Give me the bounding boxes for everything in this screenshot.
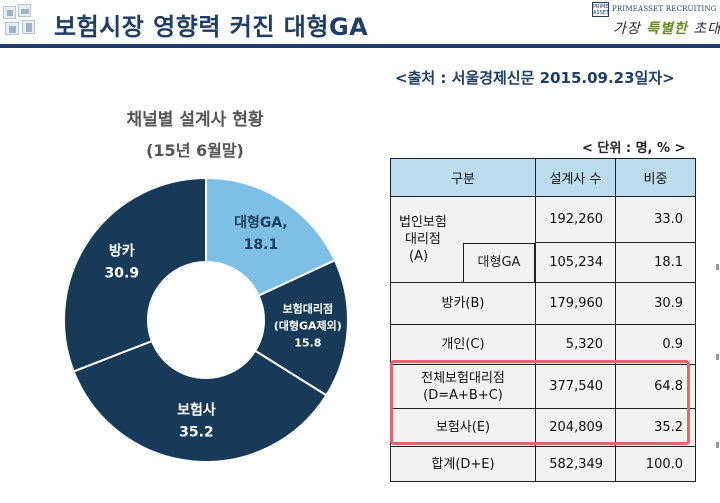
row-grand-total-label: 합계(D+E): [389, 446, 537, 482]
label-line: 법인보험: [399, 215, 447, 230]
slogan-part-1: 가장: [613, 21, 647, 37]
header-share: 비중: [615, 158, 697, 197]
page-title: 보험시장 영향력 커진 대형GA: [54, 13, 369, 41]
donut-chart: 대형GA, 18.1 보험대리점 (대형GA제외) 15.8 보험사 35.2 방카 30.9: [56, 170, 356, 470]
row-ga-count: 105,234: [535, 242, 617, 283]
table-row: 전체보험대리점 (D=A+B+C) 377,540 64.8: [389, 364, 697, 409]
row-grand-total-share: 100.0: [615, 446, 697, 482]
slice-name-label: 보험사: [177, 402, 216, 419]
row-ga-label: 대형GA: [463, 243, 535, 283]
row-individual-share: 0.9: [615, 324, 697, 365]
donut-slice-2: [72, 339, 328, 463]
donut-slice-3: [63, 176, 207, 373]
slice-value-label: 15.8: [294, 336, 321, 349]
row-corporate-count: 192,260: [535, 196, 617, 243]
header-divider: [0, 44, 720, 48]
slice-name-label: 대형GA,: [234, 214, 288, 231]
header-count: 설계사 수: [535, 158, 617, 197]
slice-name-label: (대형GA제외): [274, 318, 342, 332]
row-total-agency-count: 377,540: [535, 364, 617, 409]
row-individual-count: 5,320: [535, 324, 617, 365]
table-row: 합계(D+E) 582,349 100.0: [389, 446, 697, 482]
brand-name: PRIMEASSET RECRUITING: [612, 5, 717, 13]
label-line: 대리점: [405, 232, 441, 247]
header-category: 구분: [389, 158, 537, 197]
table-row: 105,234 18.1: [391, 242, 697, 283]
row-banca-label: 방카(B): [389, 282, 537, 325]
source-citation: <출처 : 서울경제신문 2015.09.23일자>: [395, 69, 675, 87]
row-grand-total-count: 582,349: [535, 446, 617, 482]
agent-table: 구분 설계사 수 비중 법인보험 대리점 (A) 192,260 33.0 10…: [389, 158, 697, 482]
chart-title: 채널별 설계사 현황: [126, 110, 264, 130]
row-insurer-label: 보험사(E): [389, 408, 537, 447]
brand-slogan: 가장 특별한 초대: [613, 18, 720, 38]
row-individual-label: 개인(C): [389, 324, 537, 365]
header-thumbnails-image: [3, 4, 43, 42]
table-row: 개인(C) 5,320 0.9: [389, 324, 697, 365]
slice-value-label: 35.2: [179, 425, 214, 441]
table-row: 법인보험 대리점 (A) 192,260 33.0: [389, 196, 697, 283]
chart-subtitle: (15년 6월말): [146, 141, 244, 160]
slice-name-label: 방카: [109, 242, 135, 259]
row-corporate-share: 33.0: [615, 196, 697, 243]
slogan-part-2: 특별한: [646, 21, 688, 37]
slogan-part-3: 초대: [687, 21, 720, 37]
row-insurer-count: 204,809: [535, 408, 617, 447]
label-line: 전체보험대리점: [421, 370, 505, 386]
row-total-agency-label: 전체보험대리점 (D=A+B+C): [389, 364, 537, 409]
table-header-row: 구분 설계사 수 비중: [389, 158, 697, 197]
row-total-agency-share: 64.8: [615, 364, 697, 409]
label-line: (D=A+B+C): [423, 387, 503, 403]
table-unit: < 단위 : 명, % >: [582, 141, 686, 156]
donut-slice-1: [253, 259, 349, 397]
highlight-box: [390, 360, 690, 445]
label-line: (A): [409, 249, 429, 264]
brand-logo: PRIME ASSET: [592, 2, 609, 17]
row-insurer-share: 35.2: [615, 408, 697, 447]
table-row: 보험사(E) 204,809 35.2: [389, 408, 697, 447]
donut-chart-svg: 대형GA, 18.1 보험대리점 (대형GA제외) 15.8 보험사 35.2 방카 30.9: [63, 176, 349, 463]
slice-value-label: 30.9: [105, 265, 140, 281]
slice-value-label: 18.1: [244, 237, 279, 253]
scrollbar-ticks: [715, 0, 720, 503]
row-banca-count: 179,960: [535, 282, 617, 325]
slice-name-label: 보험대리점: [282, 301, 333, 315]
row-banca-share: 30.9: [615, 282, 697, 325]
table-row: 방카(B) 179,960 30.9: [389, 282, 697, 325]
header: 보험시장 영향력 커진 대형GA PRIME ASSET PRIMEASSET …: [0, 0, 720, 50]
donut-slice-0: [205, 176, 337, 297]
row-ga-share: 18.1: [615, 242, 697, 283]
